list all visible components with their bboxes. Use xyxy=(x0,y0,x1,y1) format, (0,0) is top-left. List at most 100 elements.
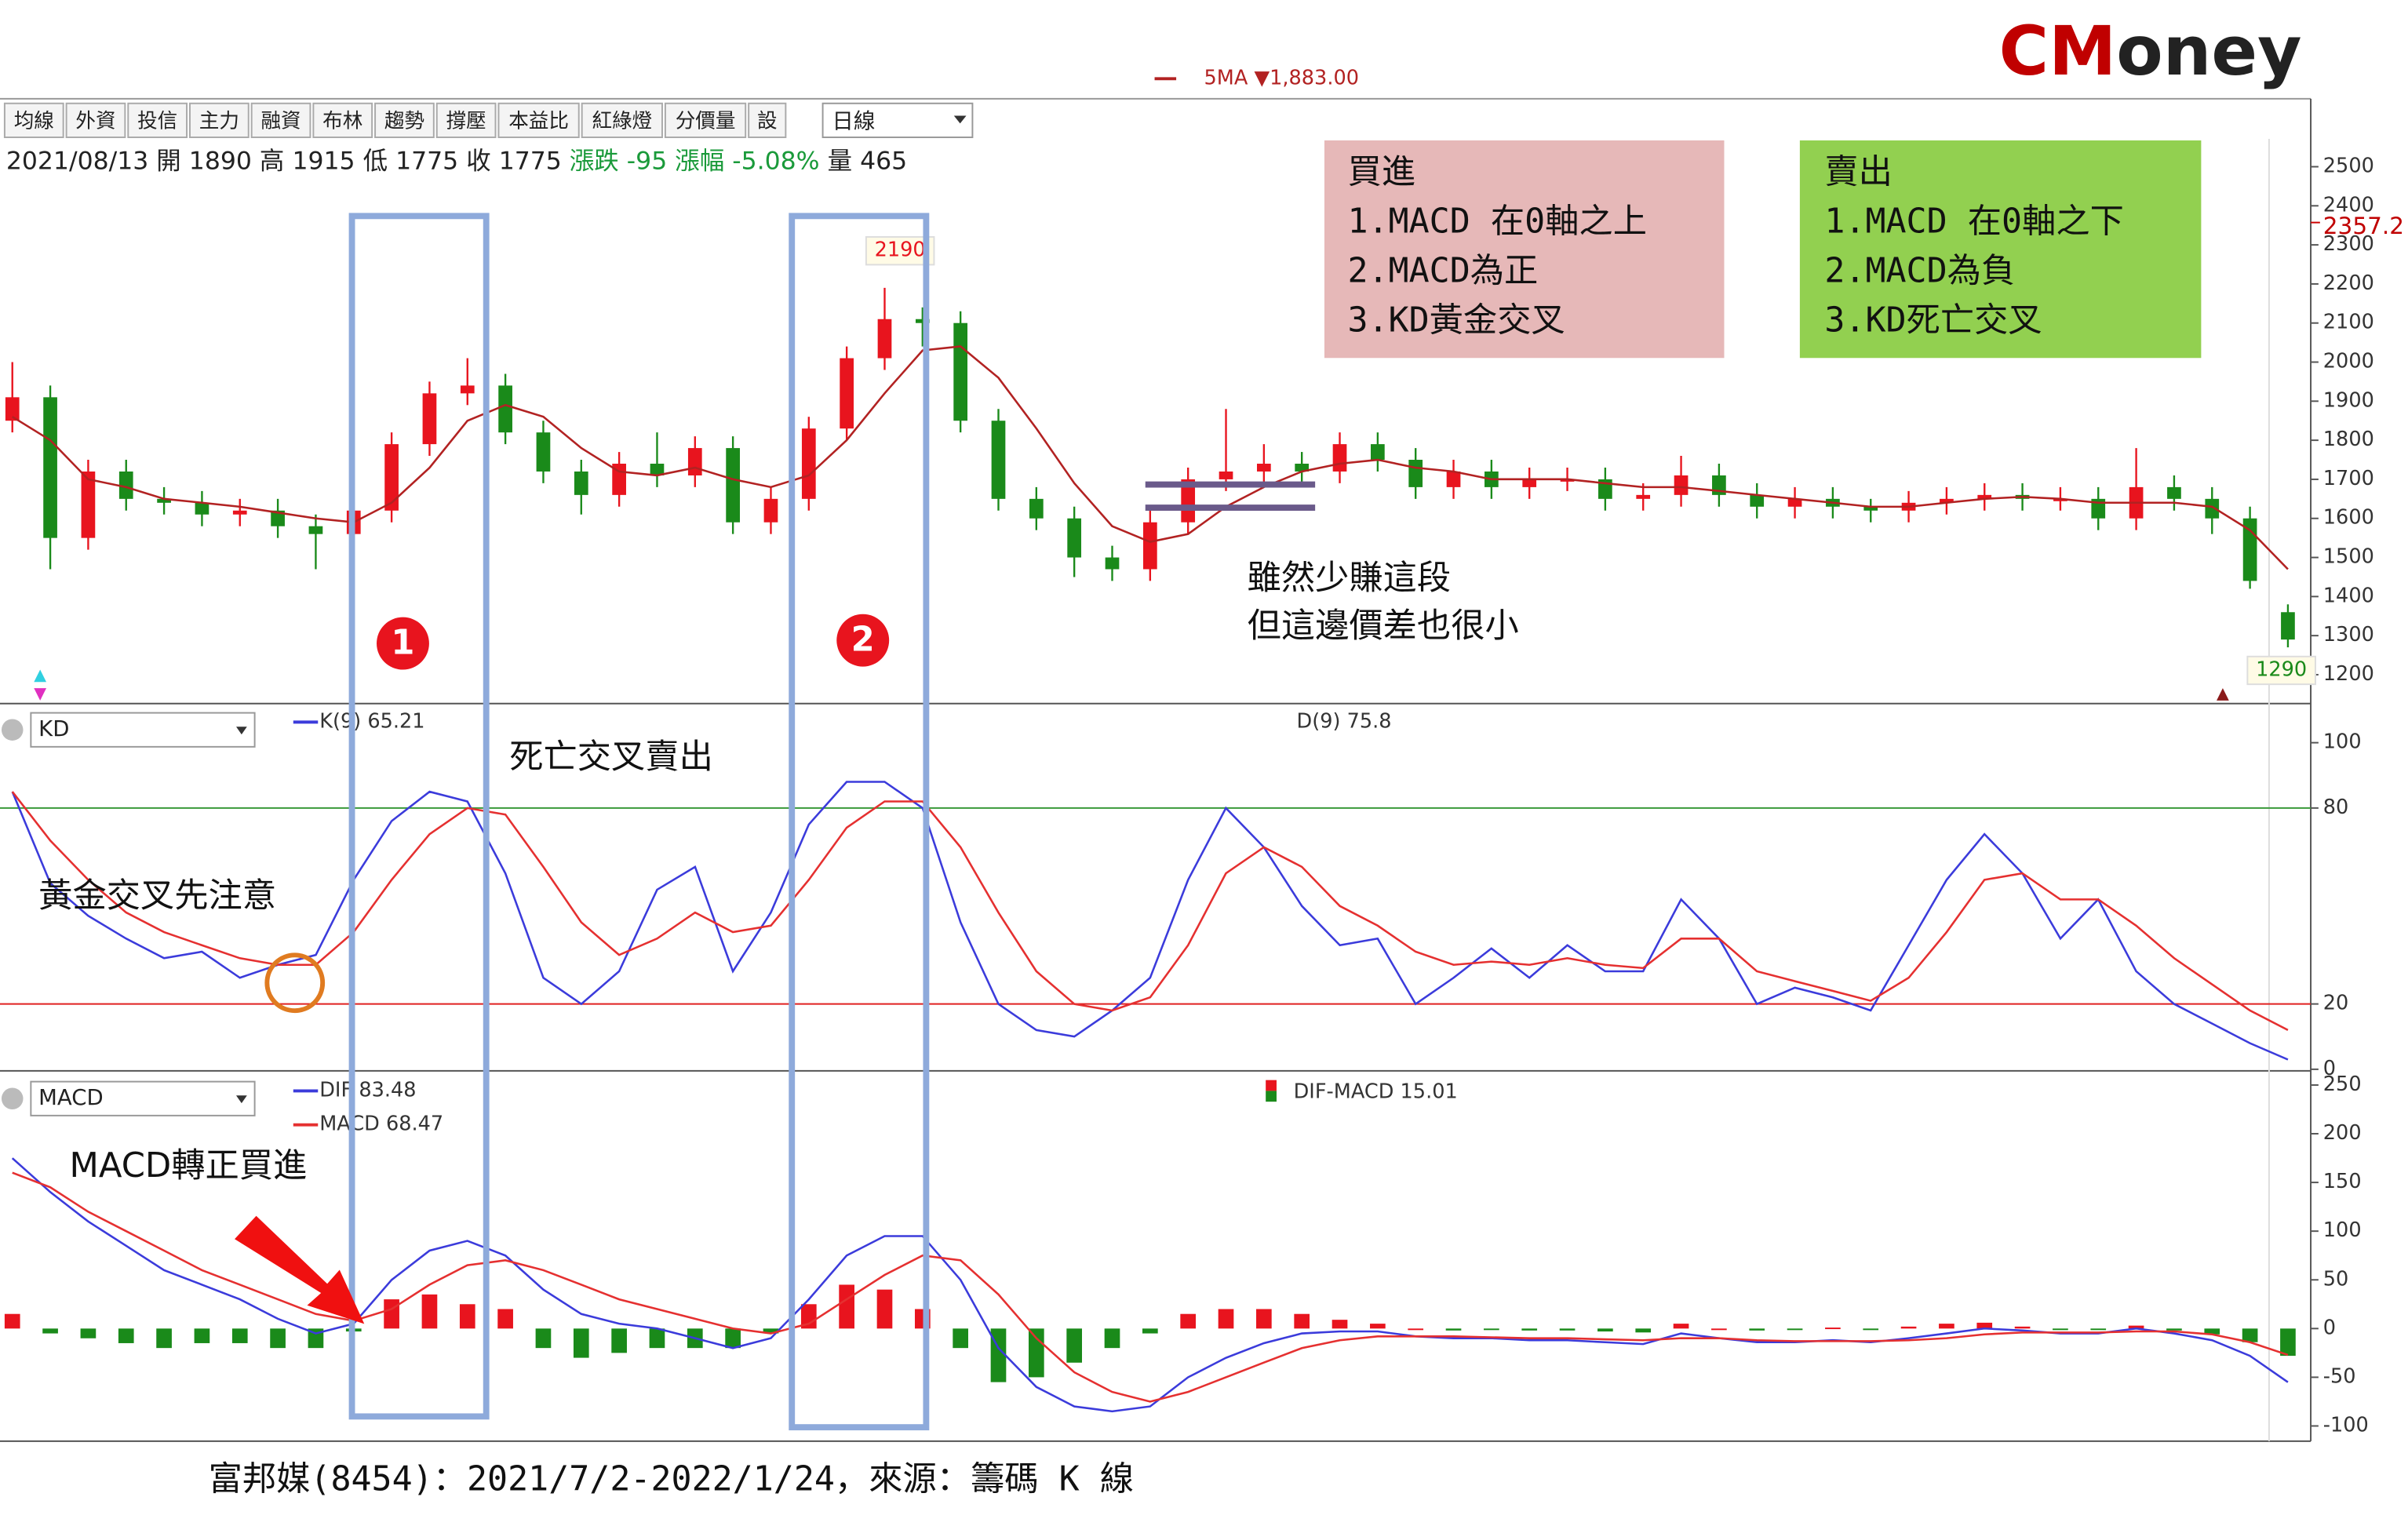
histogram-bar xyxy=(1825,1328,1841,1330)
legend-value: 15.01 xyxy=(1401,1080,1458,1103)
max-label-box xyxy=(865,236,935,266)
candle-body xyxy=(43,397,57,538)
histogram-bar xyxy=(2242,1328,2258,1342)
indicator-select[interactable] xyxy=(30,1080,256,1116)
period-select[interactable] xyxy=(821,102,974,139)
toolbar-label[interactable]: 本益比 xyxy=(508,109,569,133)
indicator-label[interactable]: KD xyxy=(38,716,69,741)
candle-body xyxy=(574,471,588,495)
candle-body xyxy=(2281,612,2295,640)
toolbar-button[interactable] xyxy=(435,102,497,139)
logo-part: CM xyxy=(1999,13,2117,91)
info-value: -95 xyxy=(627,147,667,175)
y-tick-label: 1400 xyxy=(2323,584,2374,607)
toolbar-button[interactable] xyxy=(188,102,250,139)
buy-box xyxy=(1324,140,1725,359)
histogram-bar xyxy=(459,1304,475,1329)
legend-value: 83.48 xyxy=(359,1078,416,1102)
candle-body xyxy=(195,502,209,515)
close-icon[interactable] xyxy=(1,1087,24,1110)
toolbar-button[interactable] xyxy=(3,102,64,139)
toolbar-label[interactable]: 趨勢 xyxy=(384,109,424,133)
toolbar-label[interactable]: 投信 xyxy=(137,109,177,133)
toolbar-button[interactable] xyxy=(374,102,435,139)
histogram-bar xyxy=(535,1328,552,1349)
y-tick-label: -100 xyxy=(2323,1413,2369,1437)
y-tick-label: 1500 xyxy=(2323,545,2374,569)
last-label-box xyxy=(2246,655,2316,686)
toolbar-button[interactable] xyxy=(497,102,580,139)
candle-body xyxy=(801,428,816,499)
toolbar-button[interactable] xyxy=(748,102,787,139)
indicator-select[interactable] xyxy=(30,712,256,748)
toolbar-button[interactable] xyxy=(581,102,663,139)
logo-part: oney xyxy=(2116,13,2301,91)
legend-value: ▼1,883.00 xyxy=(1254,66,1359,89)
annotation: 雖然少賺這段 xyxy=(1248,559,1452,598)
y-tick-label: 2000 xyxy=(2323,350,2374,373)
candle-body xyxy=(1029,498,1044,519)
annotation: 死亡交叉賣出 xyxy=(509,738,713,777)
marker-label: 1 xyxy=(391,624,414,663)
info-value: 1915 xyxy=(292,147,355,175)
candle-body xyxy=(2205,498,2220,519)
toolbar-label[interactable]: 主力 xyxy=(199,109,239,133)
histogram-bar xyxy=(1370,1324,1386,1329)
marker xyxy=(377,617,429,670)
legend-swatch xyxy=(1266,1080,1277,1091)
sell-rule: 3.KD死亡交叉 xyxy=(1824,301,2042,341)
histogram-bar xyxy=(1976,1322,1993,1329)
toolbar-label[interactable]: 分價量 xyxy=(676,109,736,133)
candle-body xyxy=(2091,498,2106,519)
histogram-bar xyxy=(156,1328,172,1349)
candle-body xyxy=(1636,494,1651,499)
histogram-bar xyxy=(270,1328,286,1349)
toolbar-label[interactable]: 紅綠燈 xyxy=(592,109,652,133)
info-label: 低 xyxy=(363,147,388,175)
legend-entry: MACD 68.47 xyxy=(319,1113,443,1136)
histogram-bar xyxy=(1521,1328,1538,1331)
candle-body xyxy=(2053,498,2067,501)
toolbar-label[interactable]: 布林 xyxy=(322,109,362,133)
signal-icon xyxy=(2217,688,2229,701)
candle-body xyxy=(1181,479,1196,523)
info-label: 漲幅 xyxy=(675,147,724,175)
candle-body xyxy=(1522,479,1537,487)
toolbar-button[interactable] xyxy=(65,102,126,139)
toolbar-label[interactable]: 均線 xyxy=(14,109,54,133)
toolbar-button[interactable] xyxy=(127,102,188,139)
price-label: 2357.2 xyxy=(2323,213,2404,239)
close-icon[interactable] xyxy=(1,719,24,741)
buy-title: 買進 xyxy=(1347,153,1415,192)
toolbar-button[interactable] xyxy=(250,102,311,139)
toolbar-button[interactable] xyxy=(312,102,373,139)
toolbar-label[interactable]: 設 xyxy=(757,109,778,133)
indicator-line xyxy=(12,1171,2289,1403)
ma-line xyxy=(12,345,2289,570)
highlight-box xyxy=(348,213,490,1420)
candle-body xyxy=(232,510,247,515)
toolbar-label[interactable]: 撐壓 xyxy=(446,109,486,133)
period-label[interactable]: 日線 xyxy=(832,108,875,133)
legend-entry: K(9) 65.21 xyxy=(319,709,424,733)
sell-title: 賣出 xyxy=(1824,153,1893,192)
toolbar-label[interactable]: 外資 xyxy=(75,109,115,133)
candle-body xyxy=(840,358,854,429)
legend-value: 68.47 xyxy=(386,1113,443,1136)
toolbar-button[interactable] xyxy=(664,102,747,139)
histogram-bar xyxy=(1066,1328,1083,1363)
histogram-bar xyxy=(1332,1320,1348,1329)
info-label: 高 xyxy=(260,147,284,175)
signal-icon xyxy=(34,669,47,683)
legend-name: DIF xyxy=(319,1078,352,1102)
histogram-bar xyxy=(800,1304,817,1329)
histogram-bar xyxy=(573,1328,589,1358)
histogram-bar xyxy=(1104,1328,1120,1349)
candle-body xyxy=(1219,471,1233,479)
caption: 富邦媒(8454)：2021/7/2-2022/1/24，來源：籌碼 K 線 xyxy=(209,1459,1134,1499)
histogram-bar xyxy=(1445,1328,1462,1331)
toolbar-label[interactable]: 融資 xyxy=(260,109,301,133)
indicator-label[interactable]: MACD xyxy=(38,1085,103,1110)
histogram-bar xyxy=(725,1328,741,1349)
